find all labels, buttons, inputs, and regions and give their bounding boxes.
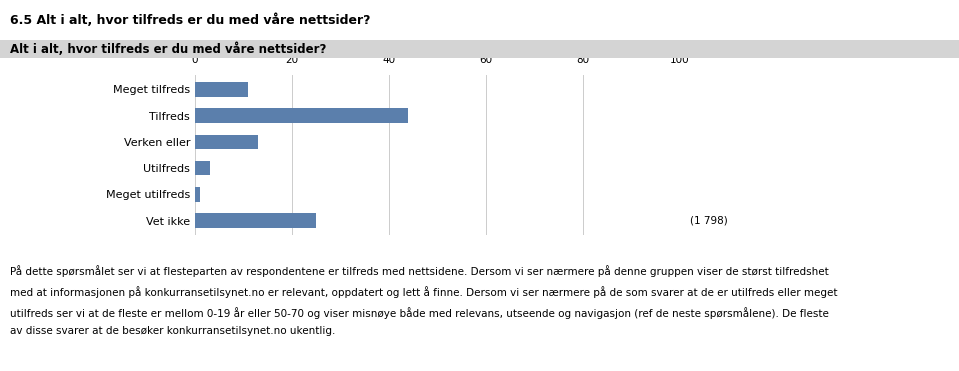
Text: 6.5 Alt i alt, hvor tilfreds er du med våre nettsider?: 6.5 Alt i alt, hvor tilfreds er du med v… [10, 13, 370, 27]
Bar [195, 213, 316, 228]
X-axis label: Prosent: Prosent [418, 46, 457, 56]
Bar [195, 135, 258, 149]
Bar [195, 108, 409, 123]
Text: (1 798): (1 798) [690, 216, 728, 226]
Bar [195, 82, 248, 97]
Bar [195, 187, 199, 201]
Bar [195, 161, 210, 175]
Text: Alt i alt, hvor tilfreds er du med våre nettsider?: Alt i alt, hvor tilfreds er du med våre … [10, 42, 326, 56]
Text: På dette spørsmålet ser vi at flesteparten av respondentene er tilfreds med nett: På dette spørsmålet ser vi at flestepart… [10, 265, 837, 336]
